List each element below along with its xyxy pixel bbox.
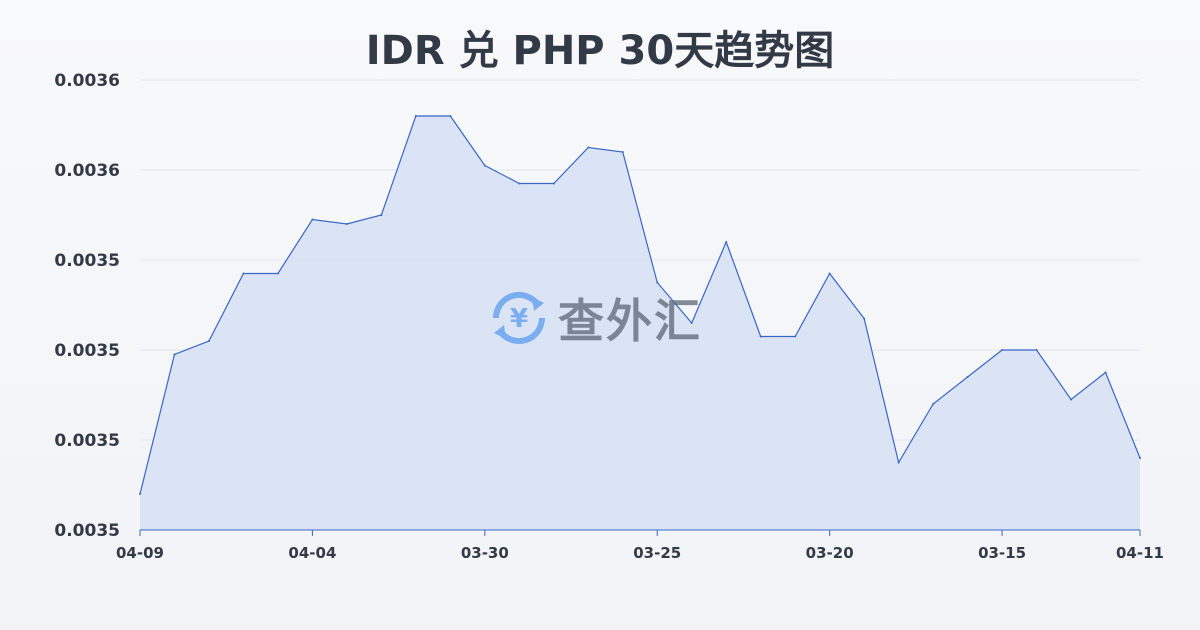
- data-point: [1070, 398, 1073, 401]
- data-point: [725, 241, 728, 243]
- area-fill: [140, 116, 1140, 530]
- watermark-text: 查外汇: [558, 294, 702, 348]
- data-point: [621, 151, 624, 153]
- x-tick-label: 03-15: [978, 544, 1026, 562]
- data-point: [863, 317, 866, 320]
- data-point: [932, 403, 935, 405]
- y-tick-label: 0.0035: [54, 431, 120, 451]
- data-point: [828, 272, 831, 275]
- data-point: [380, 214, 383, 216]
- x-tick-label: 04-11: [1116, 544, 1164, 562]
- data-point: [311, 218, 314, 221]
- data-point: [518, 182, 521, 185]
- data-point: [1035, 349, 1038, 351]
- x-tick-label: 04-09: [116, 544, 164, 562]
- data-point: [759, 335, 762, 338]
- chart-title: IDR 兑 PHP 30天趋势图: [365, 28, 835, 74]
- svg-text:¥: ¥: [510, 304, 528, 334]
- y-tick-label: 0.0035: [54, 341, 120, 361]
- y-tick-label: 0.0035: [54, 251, 120, 271]
- data-point: [1104, 371, 1107, 374]
- data-point: [207, 340, 210, 342]
- x-tick-label: 04-04: [288, 544, 336, 562]
- data-point: [794, 335, 797, 338]
- data-point: [242, 272, 245, 275]
- data-point: [656, 281, 659, 284]
- data-point: [897, 461, 900, 464]
- yen-exchange-icon: ¥: [492, 291, 546, 345]
- data-point: [414, 115, 417, 117]
- data-point: [345, 223, 348, 225]
- data-point: [173, 353, 176, 356]
- data-point: [1001, 349, 1004, 351]
- x-tick-label: 03-30: [461, 544, 509, 562]
- data-point: [690, 322, 693, 324]
- data-point: [449, 115, 452, 117]
- x-tick-label: 03-20: [806, 544, 854, 562]
- y-tick-label: 0.0035: [54, 521, 120, 541]
- data-point: [1139, 457, 1141, 459]
- data-point: [483, 164, 486, 167]
- x-tick-label: 03-25: [633, 544, 681, 562]
- data-point: [139, 493, 141, 495]
- data-point: [552, 182, 555, 185]
- watermark: ¥ 查外汇: [488, 285, 702, 351]
- data-point: [276, 272, 279, 275]
- data-point: [966, 376, 969, 378]
- y-tick-label: 0.0036: [54, 161, 120, 181]
- data-point: [587, 146, 590, 149]
- series-line: [139, 115, 1141, 495]
- y-tick-label: 0.0036: [54, 71, 120, 91]
